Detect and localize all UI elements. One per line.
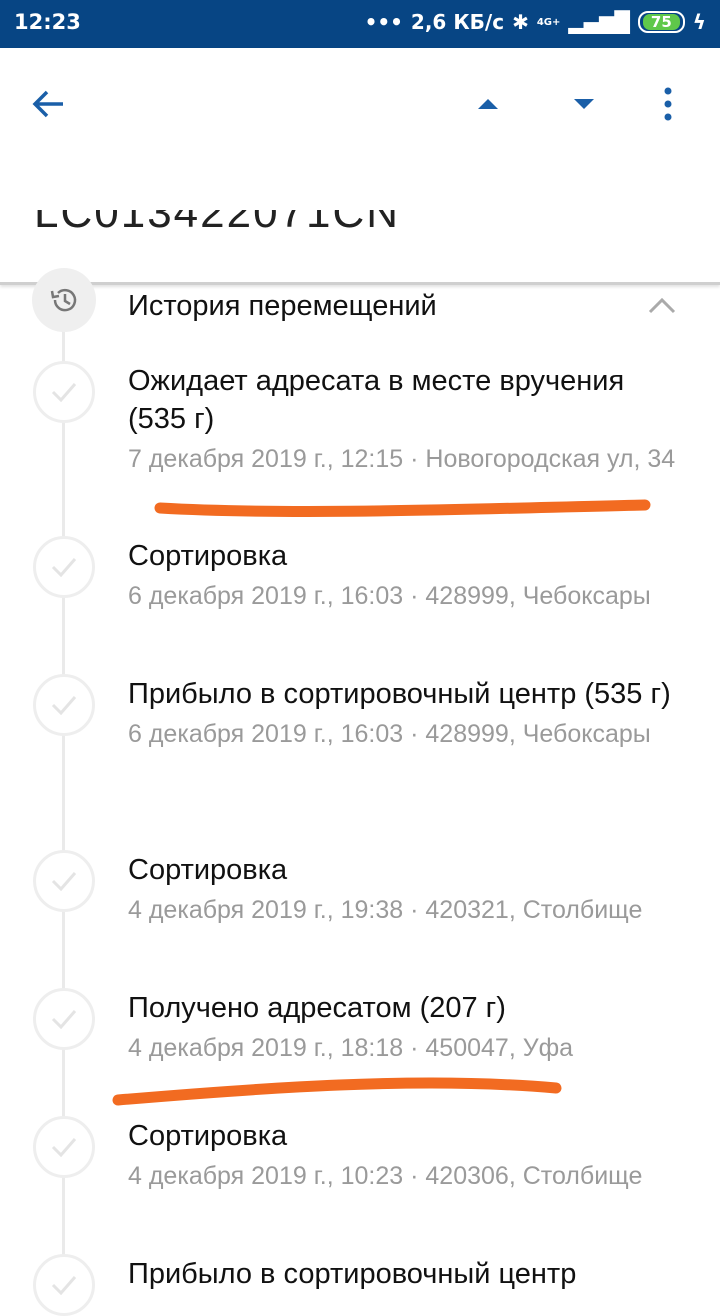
event-details: 4 декабря 2019 г., 18:18 · 450047, Уфа: [128, 1034, 574, 1062]
history-event[interactable]: Ожидает адресата в месте вручения (535 г…: [128, 362, 688, 476]
event-status-circle: [33, 988, 95, 1050]
chevron-up-icon: [648, 297, 676, 314]
network-type: 4G+: [536, 16, 561, 28]
event-status-circle: [33, 536, 95, 598]
status-bar: 12:23 ••• 2,6 КБ/с ✱ 4G+ ▂▄▆█ 75 ϟ: [0, 0, 720, 48]
battery-level: 75: [642, 14, 680, 30]
event-title: Прибыло в сортировочный центр (535 г): [128, 678, 671, 710]
event-details: 6 декабря 2019 г., 16:03 · 428999, Чебок…: [128, 582, 651, 610]
check-icon: [51, 1010, 77, 1029]
event-title: Получено адресатом (207 г): [128, 992, 506, 1024]
next-button[interactable]: [564, 84, 604, 124]
check-icon: [51, 696, 77, 715]
tracking-number-container: LC013422071CN: [0, 210, 720, 250]
event-status-circle: [33, 850, 95, 912]
event-details: 4 декабря 2019 г., 19:38 · 420321, Столб…: [128, 896, 643, 924]
previous-icon: [478, 99, 498, 109]
event-details: 7 декабря 2019 г., 12:15 · Новогородская…: [128, 445, 676, 473]
more-button[interactable]: [648, 82, 688, 126]
more-notifications-icon: •••: [364, 10, 403, 34]
network-speed: 2,6 КБ/с: [410, 10, 505, 34]
bluetooth-icon: ✱: [512, 10, 529, 34]
event-title: Прибыло в сортировочный центр: [128, 1258, 577, 1290]
event-details: 4 декабря 2019 г., 10:23 · 420306, Столб…: [128, 1162, 643, 1190]
check-icon: [51, 1138, 77, 1157]
event-details: 6 декабря 2019 г., 16:03 · 428999, Чебок…: [128, 720, 651, 748]
collapse-history-button[interactable]: [648, 296, 676, 319]
event-title: Сортировка: [128, 540, 288, 572]
back-arrow-icon: [32, 90, 63, 118]
annotation-underline: [154, 499, 651, 517]
history-event[interactable]: Сортировка 6 декабря 2019 г., 16:03 · 428…: [128, 537, 688, 613]
app-header: LC013422071CN: [0, 48, 720, 285]
event-status-circle: [33, 674, 95, 736]
timeline-line: [62, 300, 65, 1300]
clock: 12:23: [14, 10, 81, 34]
signal-icon: ▂▄▆█: [568, 10, 630, 34]
history-icon: [32, 268, 96, 332]
battery-icon: 75: [637, 11, 685, 33]
status-icons: ••• 2,6 КБ/с ✱ 4G+ ▂▄▆█ 75 ϟ: [365, 10, 706, 34]
history-event[interactable]: Сортировка 4 декабря 2019 г., 10:23 · 420…: [128, 1117, 688, 1193]
check-icon: [51, 1276, 77, 1295]
back-button[interactable]: [22, 84, 74, 124]
check-icon: [51, 558, 77, 577]
event-status-circle: [33, 1254, 95, 1316]
next-icon: [574, 99, 594, 109]
event-title: Ожидает адресата в месте вручения (535 г…: [128, 365, 625, 435]
event-status-circle: [33, 1116, 95, 1178]
more-icon: [664, 87, 672, 121]
event-title: Сортировка: [128, 1120, 288, 1152]
check-icon: [51, 383, 77, 402]
tracking-number: LC013422071CN: [34, 210, 401, 237]
history-event[interactable]: Прибыло в сортировочный центр: [128, 1255, 688, 1298]
check-icon: [51, 872, 77, 891]
history-event[interactable]: Сортировка 4 декабря 2019 г., 19:38 · 420…: [128, 851, 688, 927]
annotation-underline: [112, 1077, 562, 1106]
history-event[interactable]: Получено адресатом (207 г) 4 декабря 2019…: [128, 989, 688, 1065]
history-event[interactable]: Прибыло в сортировочный центр (535 г) 6 д…: [128, 675, 688, 751]
event-status-circle: [33, 361, 95, 423]
charging-icon: ϟ: [692, 10, 706, 34]
previous-button[interactable]: [468, 84, 508, 124]
event-title: Сортировка: [128, 854, 288, 886]
history-title: История перемещений: [128, 290, 437, 322]
